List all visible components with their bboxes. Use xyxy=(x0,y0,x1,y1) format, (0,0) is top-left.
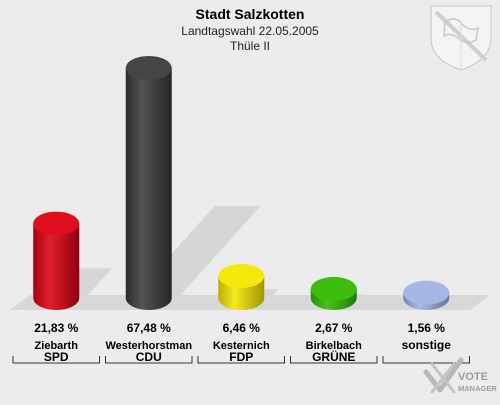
bar-gr-ne xyxy=(310,276,357,310)
bar-body-cdu xyxy=(125,68,172,310)
candidate-label-spd: Ziebarth xyxy=(35,340,79,352)
party-label-cdu: CDU xyxy=(136,350,162,364)
bar-body-spd xyxy=(33,223,80,310)
ballot-check-icon xyxy=(423,357,464,394)
label-bracket-cdu xyxy=(105,356,193,364)
chart-district: Thüle II xyxy=(230,39,270,53)
label-bracket-spd xyxy=(12,356,100,364)
label-bracket-sonstige xyxy=(382,356,470,364)
value-label-gr-ne: 2,67 % xyxy=(315,321,353,335)
bar-cdu xyxy=(125,56,172,310)
party-label-spd: SPD xyxy=(44,350,69,364)
bars-group xyxy=(33,56,450,310)
label-bracket-gr-ne xyxy=(290,356,378,364)
bar-top-fdp xyxy=(218,263,265,288)
bar-spd xyxy=(33,211,80,310)
value-label-sonstige: 1,56 % xyxy=(408,321,446,335)
value-label-fdp: 6,46 % xyxy=(223,321,261,335)
chart-title: Stadt Salzkotten xyxy=(196,6,305,22)
bar-top-spd xyxy=(33,211,80,236)
label-bracket-fdp xyxy=(197,356,285,364)
party-label-fdp: FDP xyxy=(229,350,253,364)
party-label-gr-ne: GRÜNE xyxy=(312,349,355,364)
candidate-label-gr-ne: Birkelbach xyxy=(306,340,363,352)
bar-top-sonstige xyxy=(403,280,450,305)
logo-text-manager: MANAGER xyxy=(458,384,497,393)
logo-text-vote: VOTE xyxy=(458,371,488,383)
chart-subtitle: Landtagswahl 22.05.2005 xyxy=(181,24,319,38)
bar-top-cdu xyxy=(125,56,172,80)
vote-manager-logo: VOTE MANAGER xyxy=(423,357,497,394)
bar-sonstige xyxy=(403,280,450,310)
value-label-spd: 21,83 % xyxy=(34,321,78,335)
candidate-label-cdu: Westerhorstman xyxy=(105,340,192,352)
coat-of-arms-emblem xyxy=(430,5,492,71)
bar-top-gr-ne xyxy=(310,276,357,301)
bar-fdp xyxy=(218,263,265,310)
party-label-sonstige: sonstige xyxy=(402,338,452,352)
candidate-label-fdp: Kesternich xyxy=(213,340,270,352)
value-label-cdu: 67,48 % xyxy=(127,321,171,335)
